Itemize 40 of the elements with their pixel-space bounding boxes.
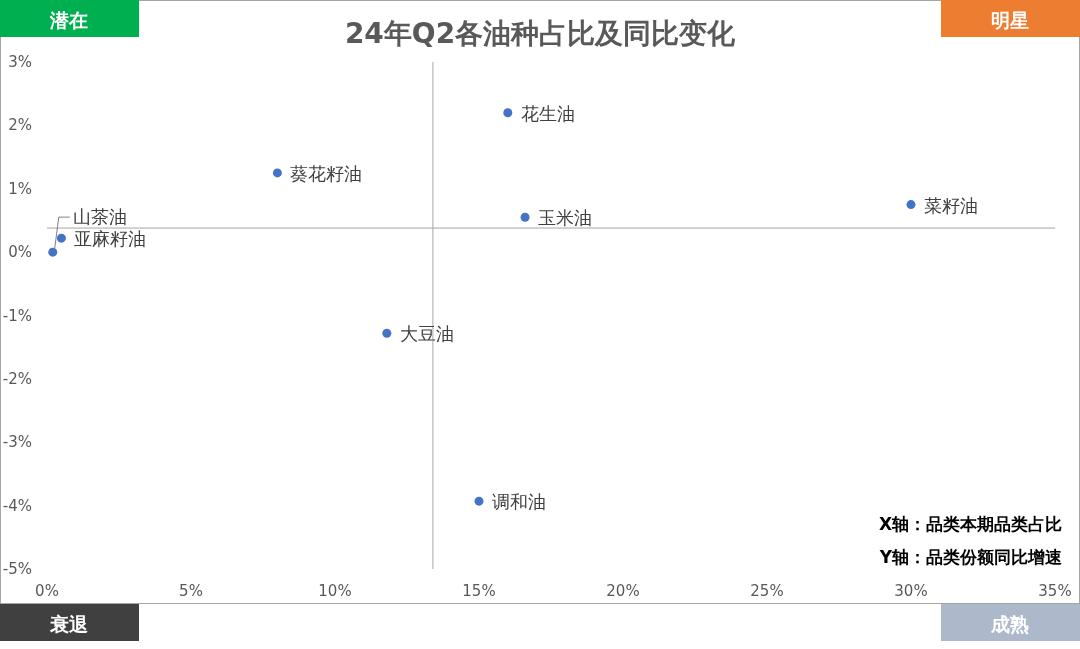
point (474, 496, 484, 506)
point (520, 212, 530, 222)
y-tick-label: -5% (2, 560, 32, 578)
x-tick-label: 20% (606, 582, 640, 600)
series-label: 玉米油 (538, 207, 593, 229)
y-tick-label: -1% (2, 306, 32, 325)
y-tick-label: 0% (8, 243, 32, 262)
x-tick-label: 10% (318, 582, 352, 600)
chart-title: 24年Q2各油种占比及同比变化 (344, 17, 737, 50)
annotation: Y轴：品类份额同比增速 (878, 547, 1062, 567)
x-tick-label: 30% (894, 582, 928, 600)
text: 成熟 (990, 613, 1029, 635)
text: 潜在 (49, 9, 88, 31)
x-tick-label: 15% (462, 582, 496, 600)
point (272, 168, 282, 178)
series-label: 花生油 (520, 102, 575, 124)
point (56, 233, 66, 243)
annotation: X轴：品类本期品类占比 (878, 514, 1062, 534)
x-tick-label: 0% (35, 582, 59, 600)
y-tick-label: -4% (2, 496, 32, 515)
series-label: 葵花籽油 (290, 162, 363, 184)
x-tick-label: 35% (1038, 582, 1072, 600)
y-tick-label: 2% (8, 116, 32, 135)
text: 明星 (991, 9, 1029, 31)
series-label: 大豆油 (399, 323, 454, 345)
point (503, 108, 513, 118)
series-label: 菜籽油 (924, 194, 978, 216)
x-tick-label: 5% (179, 582, 203, 600)
y-tick-label: 3% (8, 53, 32, 71)
y-tick-label: 1% (8, 179, 32, 198)
point (906, 200, 916, 210)
y-tick-label: -2% (2, 369, 32, 388)
text: 衰退 (49, 613, 88, 635)
series-label: 调和油 (492, 491, 546, 513)
x-tick-label: 25% (750, 582, 784, 600)
point (382, 328, 392, 338)
point (48, 247, 58, 257)
y-tick-label: -3% (2, 433, 32, 452)
series-label: 山茶油 (72, 206, 127, 228)
series-label: 亚麻籽油 (74, 228, 147, 250)
